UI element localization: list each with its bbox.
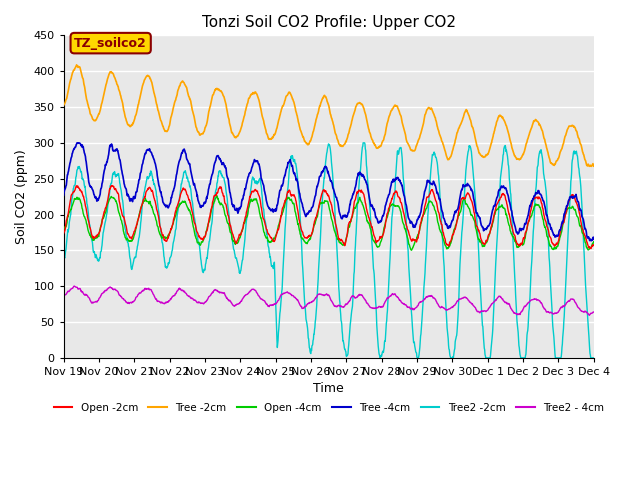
Y-axis label: Soil CO2 (ppm): Soil CO2 (ppm) [15, 149, 28, 244]
Text: TZ_soilco2: TZ_soilco2 [74, 36, 147, 49]
X-axis label: Time: Time [314, 383, 344, 396]
Legend: Open -2cm, Tree -2cm, Open -4cm, Tree -4cm, Tree2 -2cm, Tree2 - 4cm: Open -2cm, Tree -2cm, Open -4cm, Tree -4… [49, 399, 608, 417]
Title: Tonzi Soil CO2 Profile: Upper CO2: Tonzi Soil CO2 Profile: Upper CO2 [202, 15, 456, 30]
